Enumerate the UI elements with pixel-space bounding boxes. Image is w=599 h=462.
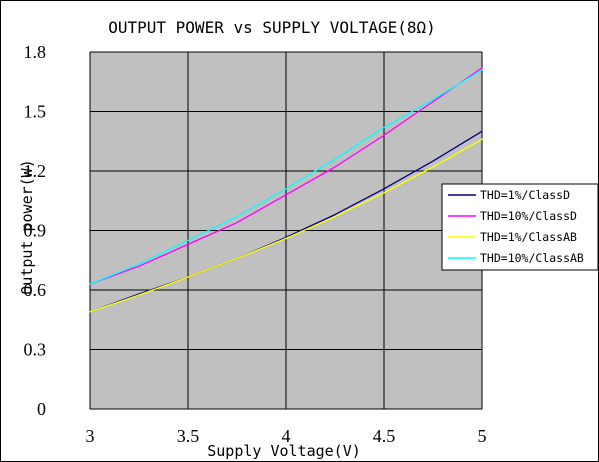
x-tick-label: 4.5 [373, 426, 396, 446]
series-line [89, 67, 483, 285]
y-tick-label: 0.9 [24, 221, 47, 241]
legend: THD=1%/ClassD THD=10%/ClassD THD=1%/ClassA… [441, 183, 599, 271]
series-line [89, 138, 483, 313]
y-tick-label: 1.2 [24, 161, 47, 181]
chart-title: OUTPUT POWER vs SUPPLY VOLTAGE(8Ω) [108, 18, 436, 37]
x-tick-label: 4 [282, 426, 291, 446]
x-axis-label: Supply Voltage(V) [207, 442, 361, 460]
y-axis-label: Output power(W) [18, 159, 36, 294]
y-tick-label: 0.6 [24, 280, 47, 300]
x-tick-label: 5 [478, 426, 487, 446]
y-tick-label: 1.8 [24, 42, 47, 62]
x-tick-label: 3.5 [177, 426, 200, 446]
grid-lines [89, 51, 483, 410]
legend-label: THD=10%/ClassAB [480, 251, 584, 265]
y-tick-label: 1.5 [24, 102, 47, 122]
y-tick-label: 0.3 [24, 340, 47, 360]
legend-label: THD=10%/ClassD [480, 209, 577, 223]
series-lines [89, 67, 483, 313]
legend-box [441, 183, 599, 271]
y-tick-label: 0 [37, 399, 46, 419]
legend-label: THD=1%/ClassAB [480, 230, 577, 244]
tick-labels: 0 0.3 0.6 0.9 1.2 1.5 1.8 3 3.5 4 4.5 5 [24, 42, 487, 446]
legend-label: THD=1%/ClassD [480, 188, 570, 202]
series-line [89, 69, 483, 285]
x-tick-label: 3 [86, 426, 95, 446]
